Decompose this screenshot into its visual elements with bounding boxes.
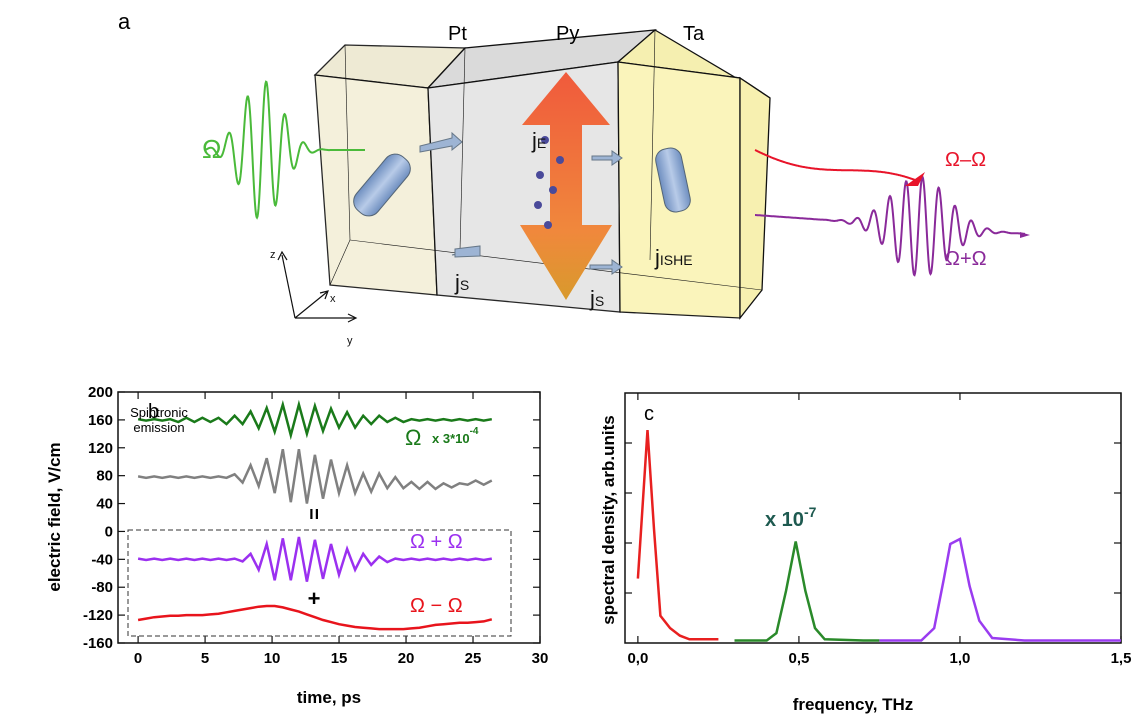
diagram-label-main: Ω–Ω xyxy=(945,149,986,171)
y-tick-label: 80 xyxy=(96,468,113,485)
layer-label: Ta xyxy=(683,23,705,45)
diagram-label-sub: E xyxy=(537,135,546,151)
diagram-label-main: y xyxy=(347,335,353,347)
series-label: Ω − Ω xyxy=(410,595,463,617)
x-tick-label: 0,0 xyxy=(627,650,648,667)
series-line xyxy=(735,542,880,641)
y-axis-title: spectral density, arb.units xyxy=(599,415,618,624)
diagram-label-sub: S xyxy=(595,293,604,309)
y-tick-label: -120 xyxy=(83,607,113,624)
annotation: = xyxy=(302,508,324,520)
annotation: x 10-7 xyxy=(765,504,817,531)
diagram-label-main: Ω xyxy=(202,134,221,164)
diagram-label-sub: S xyxy=(460,277,469,293)
annotation: x 3*10-4 xyxy=(432,426,479,446)
figure: a Pt Py Ta ΩjEjSjSjISHEΩ–ΩΩ+Ωzxy05101520… xyxy=(0,0,1137,722)
y-tick-label: 40 xyxy=(96,496,113,513)
x-axis-title: frequency, THz xyxy=(793,695,914,714)
diagram-label: z xyxy=(270,249,276,261)
series-label: Ω + Ω xyxy=(410,531,463,553)
x-tick-label: 0 xyxy=(134,650,142,667)
y-axis-title: electric field, V/cm xyxy=(45,442,64,591)
x-tick-label: 25 xyxy=(465,650,482,667)
diagram-label: Ω–Ω xyxy=(945,149,986,171)
plot-frame xyxy=(625,393,1121,643)
y-tick-label: -40 xyxy=(91,551,113,568)
y-tick-label: 0 xyxy=(105,523,113,540)
x-tick-label: 15 xyxy=(331,650,348,667)
diagram-label-main: z xyxy=(270,249,276,261)
x-tick-label: 5 xyxy=(201,650,209,667)
series-line xyxy=(638,430,719,639)
panel-label-main: c xyxy=(644,403,654,425)
panel-label: c xyxy=(644,403,654,425)
diagram-label: y xyxy=(347,335,353,347)
annotation: + xyxy=(308,586,321,611)
annotation-main: x 10 xyxy=(765,509,804,531)
annotation-main: + xyxy=(308,586,321,611)
series-line xyxy=(138,449,492,503)
layer-label: Pt xyxy=(448,23,467,45)
difference-wave xyxy=(755,150,915,180)
x-tick-label: 1,0 xyxy=(950,650,971,667)
y-tick-label: -160 xyxy=(83,635,113,652)
x-axis-title: time, ps xyxy=(297,688,361,707)
panel-label: a xyxy=(118,9,131,34)
diagram-label: x xyxy=(330,293,336,305)
series-line xyxy=(879,539,1121,641)
annotation-sup: -4 xyxy=(470,426,479,437)
annotation-main: = xyxy=(302,508,324,520)
annotation-main: x 3*10 xyxy=(432,431,470,446)
x-tick-label: 20 xyxy=(398,650,415,667)
diagram-label: Ω+Ω xyxy=(945,248,987,270)
diagram-label-main: x xyxy=(330,293,336,305)
x-tick-label: 30 xyxy=(532,650,549,667)
annotation-sup: -7 xyxy=(804,504,817,520)
y-tick-label: -80 xyxy=(91,579,113,596)
series-label: Ω xyxy=(405,425,421,450)
y-tick-label: 120 xyxy=(88,440,113,457)
y-tick-label: 200 xyxy=(88,384,113,401)
x-tick-label: 0,5 xyxy=(788,650,809,667)
layer-label: Py xyxy=(556,23,579,45)
series-label: Spintronic emission xyxy=(114,405,204,435)
y-tick-label: 160 xyxy=(88,412,113,429)
diagram-label-sub: ISHE xyxy=(660,252,693,268)
figure-canvas: a Pt Py Ta ΩjEjSjSjISHEΩ–ΩΩ+Ωzxy05101520… xyxy=(0,0,1137,722)
diagram-label: Ω xyxy=(202,134,221,164)
x-tick-label: 10 xyxy=(264,650,281,667)
x-tick-label: 1,5 xyxy=(1111,650,1132,667)
diagram-label-main: Ω+Ω xyxy=(945,248,987,270)
